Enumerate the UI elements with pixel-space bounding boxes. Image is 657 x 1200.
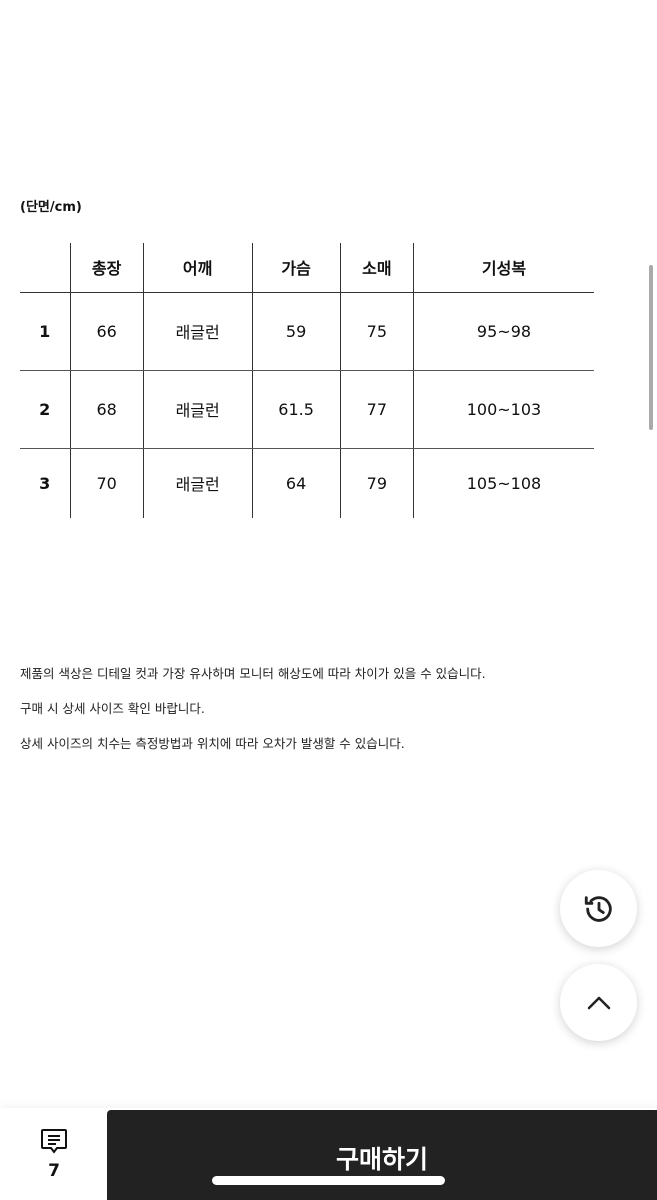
header-cell [20, 243, 70, 293]
cell: 61.5 [251, 370, 341, 449]
cell: 66 [69, 292, 144, 371]
buy-button[interactable]: 구매하기 [107, 1110, 657, 1200]
history-icon [584, 895, 612, 922]
comment-icon [41, 1129, 67, 1154]
bottom-bar: 7 구매하기 [0, 1108, 657, 1200]
notice-line: 구매 시 상세 사이즈 확인 바랍니다. [20, 701, 205, 716]
cell: 래글런 [142, 370, 253, 449]
unit-label: (단면/cm) [20, 200, 82, 215]
cell: 79 [339, 448, 414, 518]
cell: 68 [69, 370, 144, 449]
header-cell: 어깨 [142, 243, 253, 293]
cell: 59 [251, 292, 341, 371]
cell: 1 [20, 292, 70, 371]
table-header: 총장 어깨 가슴 소매 기성복 [20, 243, 594, 293]
header-cell: 총장 [69, 243, 144, 293]
review-count: 7 [48, 1161, 60, 1181]
header-cell: 소매 [339, 243, 414, 293]
cell: 3 [39, 473, 51, 493]
cell: 64 [251, 448, 341, 518]
cell: 래글런 [142, 292, 253, 371]
header-cell: 기성복 [412, 243, 594, 293]
recent-history-button[interactable] [560, 870, 637, 947]
notice-line: 제품의 색상은 디테일 컷과 가장 유사하며 모니터 해상도에 따라 차이가 있… [20, 666, 486, 681]
cell: 75 [339, 292, 414, 371]
table-row: 3 70 래글런 64 79 105~108 [20, 448, 594, 518]
size-table: 총장 어깨 가슴 소매 기성복 1 66 래글런 59 75 95~98 2 6… [20, 243, 594, 518]
cell: 100~103 [412, 370, 594, 449]
cell: 70 [69, 448, 144, 518]
cell: 77 [339, 370, 414, 449]
cell: 105~108 [412, 448, 594, 518]
cell: 래글런 [142, 448, 253, 518]
chevron-up-icon [587, 996, 610, 1009]
cell: 2 [20, 370, 70, 449]
table-row: 1 66 래글런 59 75 95~98 [20, 292, 594, 371]
scrollbar[interactable] [649, 265, 653, 430]
cell: 95~98 [412, 292, 594, 371]
scroll-top-button[interactable] [560, 964, 637, 1041]
notice-line: 상세 사이즈의 치수는 측정방법과 위치에 따라 오차가 발생할 수 있습니다. [20, 736, 405, 751]
home-indicator [212, 1176, 445, 1185]
header-cell: 가슴 [251, 243, 341, 293]
notice-text: 제품의 색상은 디테일 컷과 가장 유사하며 모니터 해상도에 따라 차이가 있… [20, 663, 486, 768]
review-button[interactable]: 7 [20, 1128, 88, 1181]
table-row: 2 68 래글런 61.5 77 100~103 [20, 370, 594, 449]
